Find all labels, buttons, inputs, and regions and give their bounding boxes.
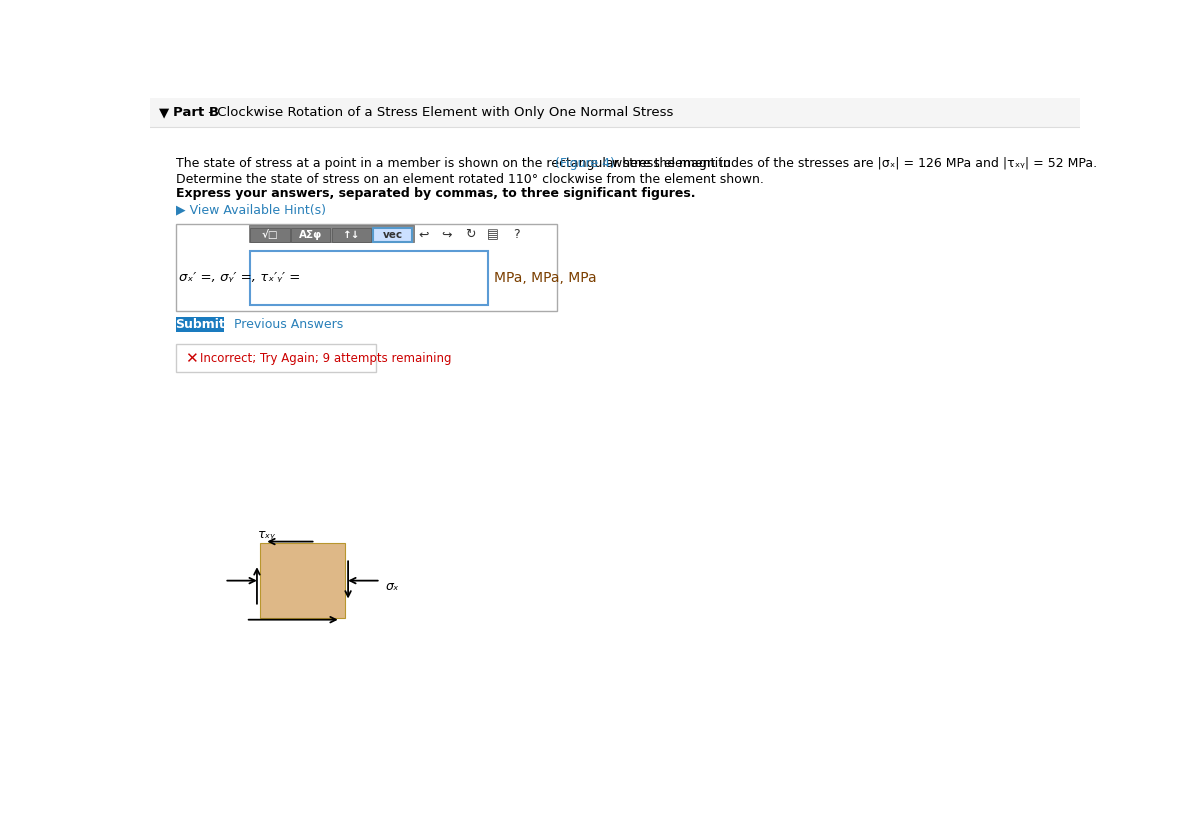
Bar bbox=[176, 224, 557, 311]
Text: where the magnitudes of the stresses are |σₓ| = 126 MPa and |τₓᵧ| = 52 MPa.: where the magnitudes of the stresses are… bbox=[608, 156, 1098, 169]
Text: vec: vec bbox=[383, 230, 403, 240]
Text: - Clockwise Rotation of a Stress Element with Only One Normal Stress: - Clockwise Rotation of a Stress Element… bbox=[204, 106, 673, 119]
Text: (Figure 4): (Figure 4) bbox=[556, 156, 616, 169]
Text: √□: √□ bbox=[262, 230, 278, 240]
Text: Express your answers, separated by commas, to three significant figures.: Express your answers, separated by comma… bbox=[176, 187, 696, 200]
Text: ▼: ▼ bbox=[160, 106, 169, 119]
Text: ↪: ↪ bbox=[442, 228, 452, 241]
Text: The state of stress at a point in a member is shown on the rectangular stress el: The state of stress at a point in a memb… bbox=[176, 156, 734, 169]
Text: Submit: Submit bbox=[175, 318, 226, 331]
Text: ?: ? bbox=[514, 228, 520, 241]
Bar bbox=[373, 228, 413, 242]
Text: Previous Answers: Previous Answers bbox=[234, 318, 343, 331]
Text: Incorrect; Try Again; 9 attempts remaining: Incorrect; Try Again; 9 attempts remaini… bbox=[200, 352, 451, 365]
Text: ↑↓: ↑↓ bbox=[343, 230, 360, 240]
Bar bbox=[251, 228, 289, 242]
Text: MPa, MPa, MPa: MPa, MPa, MPa bbox=[494, 271, 596, 285]
Bar bbox=[292, 228, 330, 242]
Bar bbox=[259, 543, 346, 618]
Text: ✕: ✕ bbox=[185, 351, 198, 366]
Bar bbox=[176, 317, 224, 332]
Text: ▶ View Available Hint(s): ▶ View Available Hint(s) bbox=[176, 204, 326, 217]
Text: σₓ′ =, σᵧ′ =, τₓ′ᵧ′ =: σₓ′ =, σᵧ′ =, τₓ′ᵧ′ = bbox=[179, 272, 300, 284]
Text: Determine the state of stress on an element rotated 110° clockwise from the elem: Determine the state of stress on an elem… bbox=[176, 173, 764, 186]
Bar bbox=[150, 98, 1080, 127]
Text: ΑΣφ: ΑΣφ bbox=[299, 230, 323, 240]
Text: ▤: ▤ bbox=[487, 228, 499, 241]
Text: τₓᵧ: τₓᵧ bbox=[258, 528, 276, 542]
Bar bbox=[248, 226, 414, 242]
Bar bbox=[251, 250, 487, 305]
Text: ↻: ↻ bbox=[464, 228, 475, 241]
Text: σₓ: σₓ bbox=[385, 581, 398, 593]
Bar bbox=[176, 344, 376, 372]
Bar bbox=[332, 228, 371, 242]
Text: ↩: ↩ bbox=[418, 228, 428, 241]
Text: Part B: Part B bbox=[173, 106, 220, 119]
